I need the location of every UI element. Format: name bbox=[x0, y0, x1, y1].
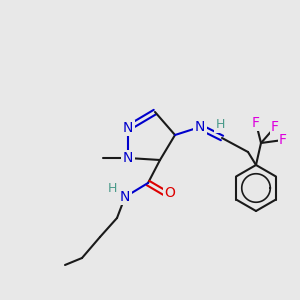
Text: N: N bbox=[120, 190, 130, 204]
Text: N: N bbox=[195, 120, 205, 134]
Text: H: H bbox=[107, 182, 117, 196]
Text: F: F bbox=[279, 133, 287, 147]
Text: H: H bbox=[215, 118, 225, 131]
Text: N: N bbox=[123, 151, 133, 165]
Text: F: F bbox=[252, 116, 260, 130]
Text: N: N bbox=[123, 121, 133, 135]
Text: F: F bbox=[271, 120, 279, 134]
Text: O: O bbox=[165, 186, 176, 200]
